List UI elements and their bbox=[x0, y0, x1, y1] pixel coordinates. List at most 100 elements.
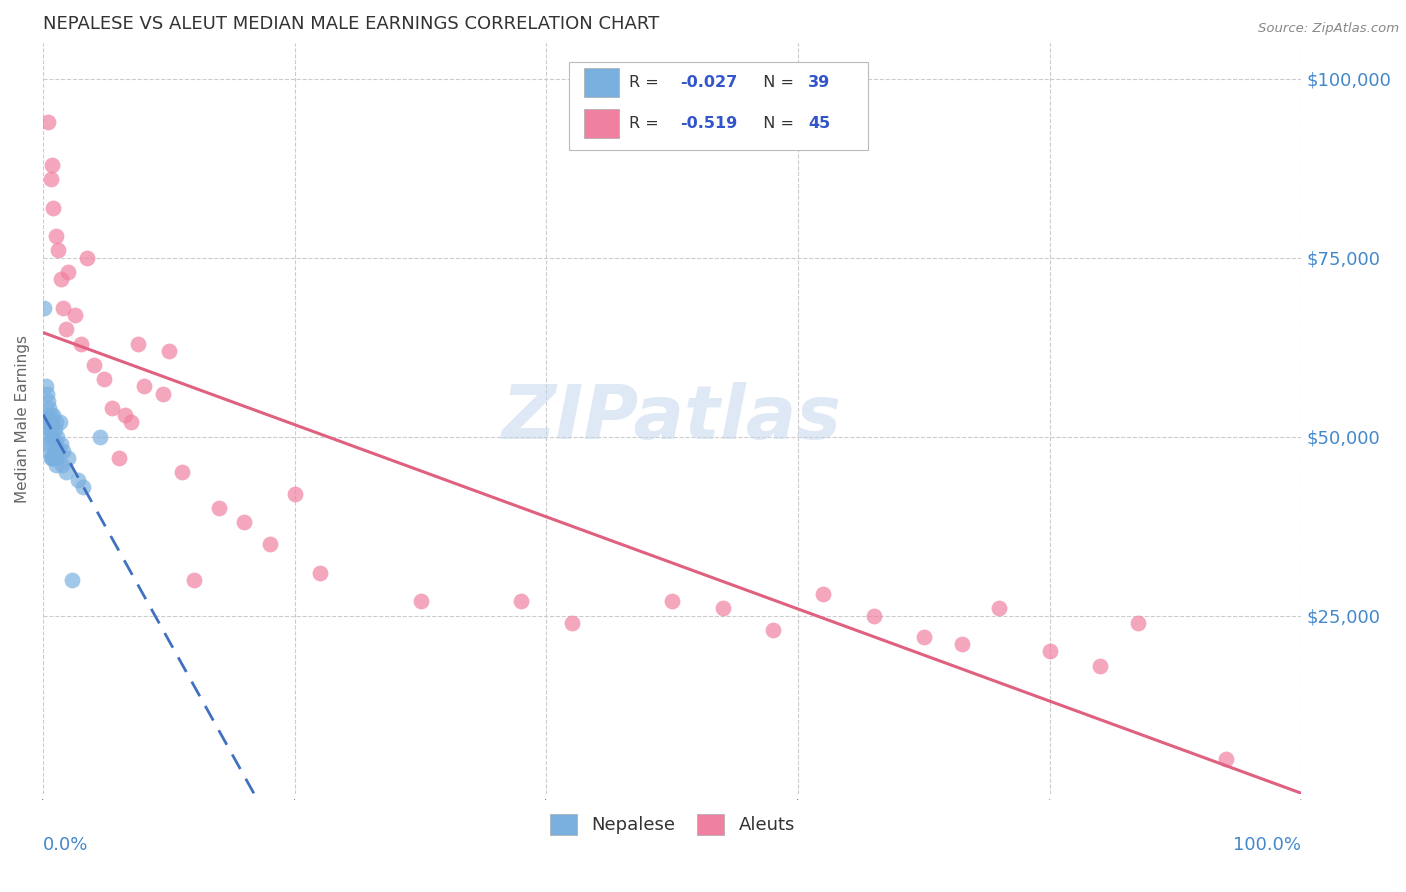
Point bbox=[76, 251, 98, 265]
Point bbox=[45, 415, 67, 429]
Point bbox=[44, 443, 66, 458]
Point bbox=[46, 443, 69, 458]
Point bbox=[83, 358, 105, 372]
Point bbox=[39, 408, 62, 422]
Text: -0.027: -0.027 bbox=[679, 75, 737, 90]
Text: Source: ZipAtlas.com: Source: ZipAtlas.com bbox=[1258, 22, 1399, 36]
Text: ZIPatlas: ZIPatlas bbox=[502, 382, 842, 455]
Text: 100.0%: 100.0% bbox=[1233, 836, 1302, 854]
Point bbox=[51, 458, 73, 473]
Point bbox=[107, 451, 129, 466]
Point bbox=[49, 436, 72, 450]
Point bbox=[41, 451, 63, 466]
Text: NEPALESE VS ALEUT MEDIAN MALE EARNINGS CORRELATION CHART: NEPALESE VS ALEUT MEDIAN MALE EARNINGS C… bbox=[44, 15, 659, 33]
Point bbox=[259, 537, 281, 551]
Point bbox=[510, 594, 533, 608]
Point bbox=[41, 157, 63, 171]
Point bbox=[42, 201, 65, 215]
Point bbox=[37, 436, 59, 450]
Text: R =: R = bbox=[630, 116, 664, 131]
FancyBboxPatch shape bbox=[583, 69, 620, 97]
Point bbox=[52, 301, 75, 315]
Y-axis label: Median Male Earnings: Median Male Earnings bbox=[15, 334, 30, 503]
Text: N =: N = bbox=[752, 75, 799, 90]
Point bbox=[762, 623, 785, 637]
Point bbox=[811, 587, 834, 601]
Point bbox=[35, 386, 58, 401]
Text: -0.519: -0.519 bbox=[679, 116, 737, 131]
Point bbox=[89, 429, 111, 443]
Point bbox=[45, 229, 67, 244]
Point bbox=[127, 336, 149, 351]
Point bbox=[152, 386, 174, 401]
Point bbox=[45, 458, 67, 473]
Point bbox=[862, 608, 884, 623]
Point bbox=[49, 272, 72, 286]
Point bbox=[45, 436, 67, 450]
Point bbox=[35, 379, 58, 393]
Point bbox=[93, 372, 115, 386]
Point bbox=[409, 594, 432, 608]
Point bbox=[157, 343, 180, 358]
Point bbox=[38, 401, 60, 415]
Point bbox=[58, 451, 80, 466]
Point bbox=[233, 516, 256, 530]
Point bbox=[39, 172, 62, 186]
Point bbox=[132, 379, 155, 393]
Point bbox=[561, 615, 583, 630]
Point bbox=[988, 601, 1011, 615]
Point bbox=[39, 422, 62, 436]
Text: 0.0%: 0.0% bbox=[44, 836, 89, 854]
Point bbox=[1039, 644, 1062, 658]
Point bbox=[114, 408, 136, 422]
Point bbox=[1215, 752, 1237, 766]
Point bbox=[284, 487, 307, 501]
Point bbox=[37, 114, 59, 128]
Point bbox=[42, 451, 65, 466]
Point bbox=[46, 244, 69, 258]
Text: 45: 45 bbox=[808, 116, 831, 131]
Point bbox=[120, 415, 142, 429]
Point bbox=[41, 415, 63, 429]
Point bbox=[711, 601, 734, 615]
Point bbox=[72, 480, 94, 494]
Point bbox=[46, 429, 69, 443]
Point bbox=[208, 501, 231, 516]
Point bbox=[34, 301, 56, 315]
Point bbox=[52, 443, 75, 458]
Point bbox=[183, 573, 205, 587]
Point bbox=[55, 466, 77, 480]
Point bbox=[950, 637, 973, 651]
Point bbox=[58, 265, 80, 279]
Point bbox=[37, 393, 59, 408]
Point bbox=[39, 451, 62, 466]
Text: 39: 39 bbox=[808, 75, 831, 90]
Point bbox=[38, 422, 60, 436]
Point bbox=[309, 566, 332, 580]
Text: R =: R = bbox=[630, 75, 664, 90]
Point bbox=[35, 415, 58, 429]
Point bbox=[67, 473, 90, 487]
Point bbox=[661, 594, 683, 608]
Point bbox=[170, 466, 193, 480]
Point bbox=[35, 429, 58, 443]
Point bbox=[42, 408, 65, 422]
Point bbox=[101, 401, 124, 415]
Point bbox=[44, 422, 66, 436]
Point bbox=[1126, 615, 1149, 630]
Text: N =: N = bbox=[752, 116, 799, 131]
Point bbox=[38, 443, 60, 458]
Point bbox=[60, 573, 83, 587]
Point bbox=[55, 322, 77, 336]
Point bbox=[35, 408, 58, 422]
Legend: Nepalese, Aleuts: Nepalese, Aleuts bbox=[543, 806, 801, 842]
Point bbox=[63, 308, 86, 322]
Point bbox=[37, 415, 59, 429]
FancyBboxPatch shape bbox=[583, 109, 620, 137]
Point bbox=[42, 429, 65, 443]
Point bbox=[912, 630, 935, 644]
FancyBboxPatch shape bbox=[569, 62, 869, 151]
Point bbox=[48, 415, 70, 429]
Point bbox=[1088, 658, 1111, 673]
Point bbox=[70, 336, 93, 351]
